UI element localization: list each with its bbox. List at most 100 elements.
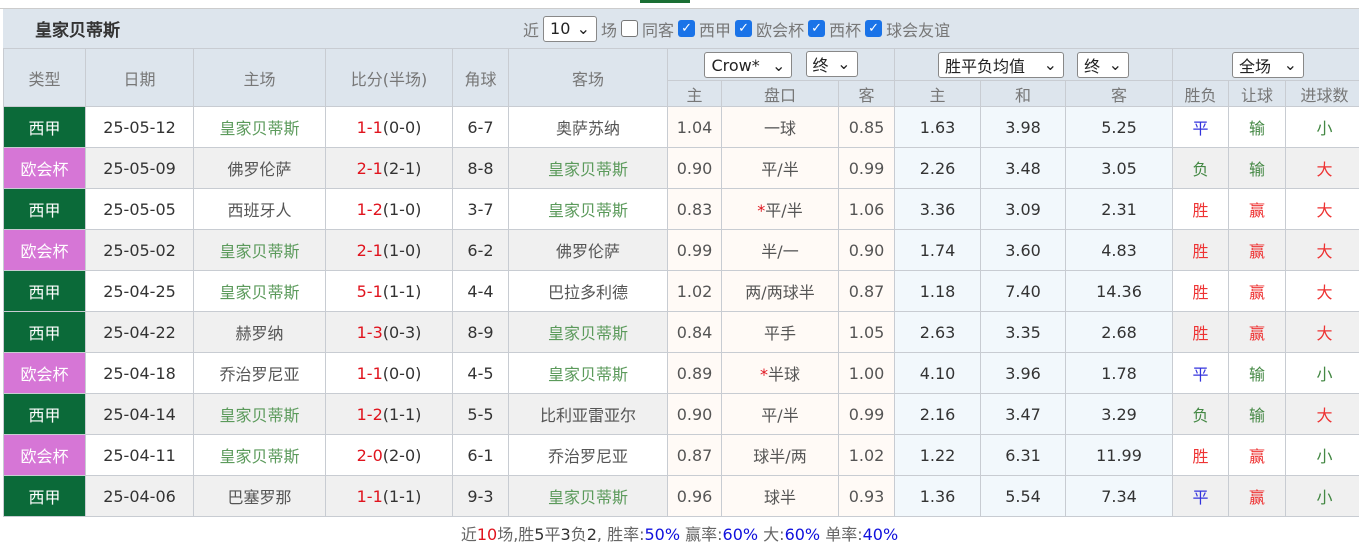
same-home-checkbox[interactable] xyxy=(621,20,639,37)
league-label: 西杯 xyxy=(829,20,862,40)
chevron-down-icon: ⌄ xyxy=(772,55,786,75)
eu-away-odds: 4.83 xyxy=(1065,229,1174,271)
result-header: 全场 ⌄ xyxy=(1172,48,1359,81)
summary-draws: 3 xyxy=(560,525,571,544)
league-badge[interactable]: 西甲 xyxy=(3,270,86,312)
score[interactable]: 1-2(1-1) xyxy=(325,393,453,435)
table-row: 西甲 25-04-25 皇家贝蒂斯 5-1(1-1) 4-4 巴拉多利德 1.0… xyxy=(3,270,1359,312)
league-badge[interactable]: 西甲 xyxy=(3,188,86,230)
league-badge[interactable]: 欧会杯 xyxy=(3,229,86,271)
league-badge[interactable]: 欧会杯 xyxy=(3,352,86,394)
match-count-select[interactable]: 10 ⌄ xyxy=(543,15,598,42)
away-team[interactable]: 巴拉多利德 xyxy=(508,270,668,312)
league-badge[interactable]: 欧会杯 xyxy=(3,434,86,476)
score[interactable]: 2-1(2-1) xyxy=(325,147,453,189)
home-team[interactable]: 皇家贝蒂斯 xyxy=(193,229,326,271)
odds-type-select[interactable]: 胜平负均值 ⌄ xyxy=(937,51,1064,78)
eu-stage-select[interactable]: 终 ⌄ xyxy=(1077,51,1130,78)
eu-home-odds: 1.74 xyxy=(894,229,982,271)
away-team[interactable]: 皇家贝蒂斯 xyxy=(508,475,668,517)
half-time-score: (1-0) xyxy=(382,199,422,219)
col-type: 类型 xyxy=(3,48,86,107)
handicap-result: 输 xyxy=(1228,352,1287,394)
home-team[interactable]: 皇家贝蒂斯 xyxy=(193,270,326,312)
away-team[interactable]: 乔治罗尼亚 xyxy=(508,434,668,476)
ah-line-value: 平/半 xyxy=(761,406,799,425)
away-team[interactable]: 皇家贝蒂斯 xyxy=(508,352,668,394)
eu-draw-odds: 7.40 xyxy=(980,270,1067,312)
score[interactable]: 2-0(2-0) xyxy=(325,434,453,476)
full-time-score: 1-1 xyxy=(356,117,383,137)
company-select[interactable]: Crow* ⌄ xyxy=(704,52,793,79)
ah-line: *半球 xyxy=(721,352,839,394)
score[interactable]: 1-2(1-0) xyxy=(325,188,453,230)
league-badge[interactable]: 西甲 xyxy=(3,475,86,517)
eu-away-odds: 2.68 xyxy=(1065,311,1174,353)
ah-line-value: 半/一 xyxy=(761,242,799,261)
score[interactable]: 1-1(1-1) xyxy=(325,475,453,517)
home-team[interactable]: 乔治罗尼亚 xyxy=(193,352,326,394)
eu-draw-odds: 3.35 xyxy=(980,311,1067,353)
away-team[interactable]: 皇家贝蒂斯 xyxy=(508,147,668,189)
chevron-down-icon: ⌄ xyxy=(1043,55,1057,74)
league-checkbox-friendly[interactable]: ✓ xyxy=(865,20,883,37)
league-badge[interactable]: 西甲 xyxy=(3,393,86,435)
eu-away-odds: 2.31 xyxy=(1065,188,1174,230)
summary-text: 平 xyxy=(544,525,561,544)
score[interactable]: 1-1(0-0) xyxy=(325,106,453,148)
match-date: 25-04-25 xyxy=(85,270,194,312)
ah-line-value: 一球 xyxy=(763,119,796,138)
home-team[interactable]: 皇家贝蒂斯 xyxy=(193,434,326,476)
away-team[interactable]: 比利亚雷亚尔 xyxy=(508,393,668,435)
period-select[interactable]: 全场 ⌄ xyxy=(1232,51,1305,78)
league-badge[interactable]: 欧会杯 xyxy=(3,147,86,189)
league-label: 西甲 xyxy=(699,20,732,40)
home-team[interactable]: 巴塞罗那 xyxy=(193,475,326,517)
chevron-down-icon: ⌄ xyxy=(1108,55,1123,74)
score[interactable]: 2-1(1-0) xyxy=(325,229,453,271)
home-team[interactable]: 皇家贝蒂斯 xyxy=(193,393,326,435)
goals-result: 小 xyxy=(1285,434,1359,476)
chevron-down-icon: ⌄ xyxy=(1283,55,1298,74)
league-checkbox-xj[interactable]: ✓ xyxy=(678,20,696,37)
result: 平 xyxy=(1172,352,1230,394)
league-badge[interactable]: 西甲 xyxy=(3,106,86,148)
corners: 4-5 xyxy=(452,352,509,394)
away-team[interactable]: 奥萨苏纳 xyxy=(508,106,668,148)
goals-result: 大 xyxy=(1285,147,1359,189)
home-team[interactable]: 西班牙人 xyxy=(193,188,326,230)
score[interactable]: 5-1(1-1) xyxy=(325,270,453,312)
star-marker: * xyxy=(757,201,766,220)
away-team[interactable]: 皇家贝蒂斯 xyxy=(508,188,668,230)
ah-away-odds: 0.99 xyxy=(837,393,896,435)
ah-line: 两/两球半 xyxy=(721,270,839,312)
table-row: 欧会杯 25-04-18 乔治罗尼亚 1-1(0-0) 4-5 皇家贝蒂斯 0.… xyxy=(3,352,1359,394)
ah-stage-select[interactable]: 终 ⌄ xyxy=(805,50,858,77)
away-team[interactable]: 佛罗伦萨 xyxy=(508,229,668,271)
col-ah-away: 客 xyxy=(837,80,896,107)
score[interactable]: 1-3(0-3) xyxy=(325,311,453,353)
ah-away-odds: 0.90 xyxy=(837,229,896,271)
summary: 近10场,胜5平3负2, 胜率:50% 赢率:60% 大:60% 单率:40% xyxy=(0,516,1359,553)
home-team[interactable]: 皇家贝蒂斯 xyxy=(193,106,326,148)
ah-line-value: 平/半 xyxy=(765,201,803,220)
half-time-score: (1-1) xyxy=(382,281,422,301)
eu-away-odds: 11.99 xyxy=(1065,434,1174,476)
home-team[interactable]: 佛罗伦萨 xyxy=(193,147,326,189)
score[interactable]: 1-1(0-0) xyxy=(325,352,453,394)
win-rate: 50% xyxy=(644,525,681,544)
league-badge[interactable]: 西甲 xyxy=(3,311,86,353)
col-away: 客场 xyxy=(508,48,668,107)
league-checkbox-ohb[interactable]: ✓ xyxy=(735,20,753,37)
ah-home-odds: 0.83 xyxy=(667,188,722,230)
table-row: 西甲 25-04-22 赫罗纳 1-3(0-3) 8-9 皇家贝蒂斯 0.84 … xyxy=(3,311,1359,353)
full-time-score: 1-2 xyxy=(356,199,383,219)
home-team[interactable]: 赫罗纳 xyxy=(193,311,326,353)
corners: 6-7 xyxy=(452,106,509,148)
corners: 4-4 xyxy=(452,270,509,312)
corners: 3-7 xyxy=(452,188,509,230)
ah-line: 球半 xyxy=(721,475,839,517)
eu-home-odds: 1.63 xyxy=(894,106,982,148)
away-team[interactable]: 皇家贝蒂斯 xyxy=(508,311,668,353)
league-checkbox-xb[interactable]: ✓ xyxy=(808,20,826,37)
